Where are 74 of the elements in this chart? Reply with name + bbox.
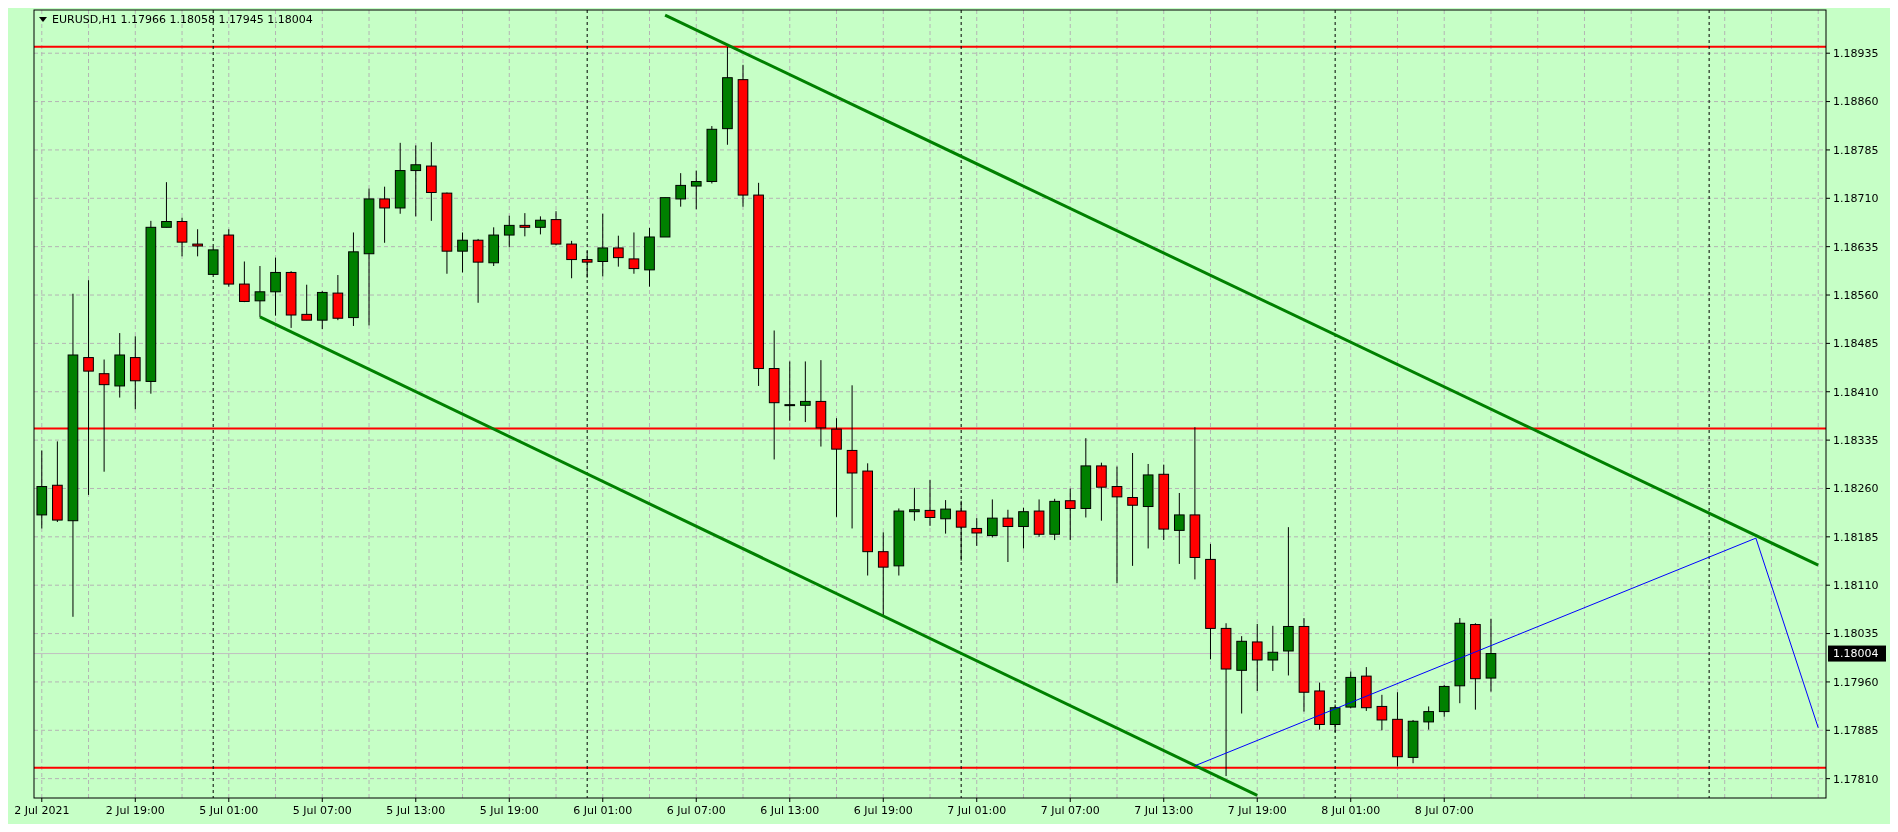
candlestick	[690, 170, 702, 210]
candlestick	[1376, 694, 1388, 731]
candlestick	[410, 144, 422, 217]
candlestick	[784, 360, 796, 422]
candlestick	[503, 215, 515, 248]
y-tick-label: 1.18860	[1833, 95, 1879, 109]
x-tick-label: 5 Jul 01:00	[199, 804, 259, 817]
ref-line-label: 1.18004	[1833, 647, 1879, 661]
y-tick-label: 1.18635	[1833, 240, 1879, 254]
x-tick-label: 7 Jul 07:00	[1040, 804, 1100, 817]
candlestick	[1423, 705, 1434, 731]
y-tick-label: 1.18935	[1833, 47, 1879, 61]
y-tick-label: 1.18185	[1833, 530, 1879, 544]
candlestick	[176, 217, 188, 257]
candlestick	[472, 238, 484, 304]
candlestick	[800, 360, 811, 423]
x-tick-label: 7 Jul 13:00	[1134, 804, 1194, 817]
candlestick	[301, 284, 313, 321]
candlestick	[1033, 498, 1045, 538]
x-tick-label: 6 Jul 01:00	[573, 804, 633, 817]
x-tick-label: 2 Jul 19:00	[105, 804, 165, 817]
candlestick	[1096, 462, 1107, 522]
x-tick-label: 8 Jul 01:00	[1321, 804, 1381, 817]
y-tick-label: 1.18560	[1833, 288, 1879, 302]
x-tick-label: 5 Jul 19:00	[479, 804, 539, 817]
candlestick	[597, 213, 609, 277]
candlestick	[675, 172, 687, 208]
candlestick	[971, 517, 983, 547]
candlestick	[613, 235, 624, 268]
candlestick	[129, 335, 141, 410]
x-tick-label: 7 Jul 01:00	[947, 804, 1007, 817]
y-tick-label: 1.18710	[1833, 192, 1879, 206]
y-tick-label: 1.18410	[1833, 385, 1879, 399]
candlestick	[566, 240, 577, 279]
y-tick-label: 1.18110	[1833, 579, 1879, 593]
candlestick	[987, 498, 998, 538]
y-tick-label: 1.17960	[1833, 675, 1879, 689]
candlestick	[270, 257, 281, 317]
y-tick-label: 1.18485	[1833, 337, 1879, 351]
y-tick-label: 1.17885	[1833, 724, 1879, 738]
candlestick	[457, 231, 468, 273]
candlestick	[379, 186, 390, 244]
candlestick	[161, 181, 172, 228]
chart-title: EURUSD,H1 1.17966 1.18058 1.17945 1.18004	[52, 13, 313, 26]
candlestick	[535, 215, 546, 235]
x-tick-label: 2 Jul 2021	[14, 804, 70, 817]
candlestick	[1251, 623, 1263, 692]
x-tick-label: 6 Jul 13:00	[760, 804, 820, 817]
candlestick	[1111, 466, 1123, 584]
candlestick	[924, 479, 936, 527]
y-tick-label: 1.17810	[1833, 772, 1879, 786]
candlestick	[1002, 509, 1014, 563]
y-tick-label: 1.18260	[1833, 482, 1879, 496]
x-tick-label: 5 Jul 13:00	[386, 804, 446, 817]
y-tick-label: 1.18035	[1833, 627, 1879, 641]
candlestick	[1064, 487, 1076, 541]
candlestick	[1127, 452, 1138, 567]
candlestick	[1267, 625, 1279, 672]
candlestick	[192, 228, 203, 257]
candlestick	[940, 499, 951, 535]
candlestick	[877, 531, 889, 617]
y-tick-label: 1.18785	[1833, 143, 1879, 157]
x-tick-label: 6 Jul 19:00	[853, 804, 913, 817]
candlestick	[239, 260, 250, 303]
x-tick-label: 7 Jul 19:00	[1227, 804, 1287, 817]
candlestick	[1018, 507, 1029, 549]
candlestick	[909, 487, 920, 522]
candlestick	[628, 231, 640, 275]
candlestick	[1173, 492, 1185, 565]
candlestick	[519, 212, 531, 237]
y-tick-label: 1.18335	[1833, 433, 1879, 447]
x-tick-label: 5 Jul 07:00	[292, 804, 352, 817]
x-tick-label: 8 Jul 07:00	[1414, 804, 1474, 817]
x-tick-label: 6 Jul 07:00	[666, 804, 726, 817]
